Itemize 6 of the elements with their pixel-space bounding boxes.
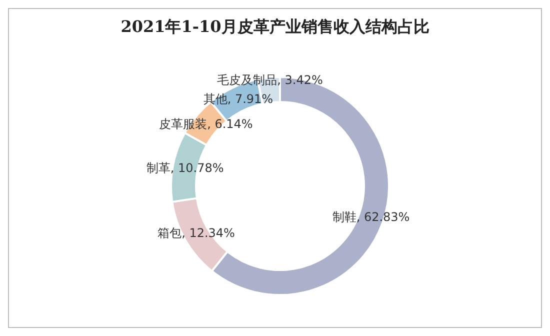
slice-label: 毛皮及制品, 3.42% — [217, 73, 323, 88]
slice-label: 制鞋, 62.83% — [332, 210, 410, 226]
slice-label: 箱包, 12.34% — [158, 226, 235, 242]
chart-title: 2021年1-10月皮革产业销售收入结构占比 — [120, 17, 430, 38]
slice-label: 皮革服装, 6.14% — [159, 116, 253, 132]
slice-label: 制革, 10.78% — [146, 161, 224, 176]
